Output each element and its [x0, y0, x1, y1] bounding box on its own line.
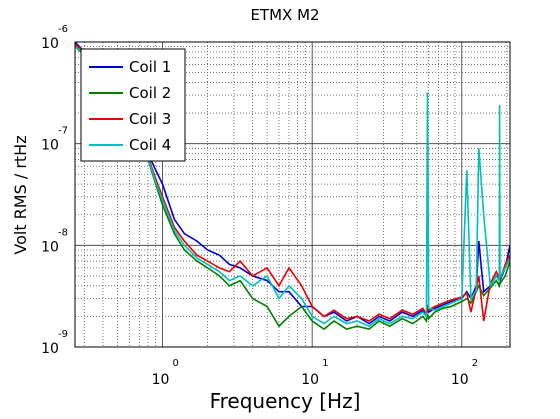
legend-label: Coil 1: [129, 58, 171, 76]
x-tick-label: 10: [451, 372, 469, 388]
y-tick-label: 10: [41, 239, 59, 255]
series-line: [75, 43, 510, 322]
y-tick-exponent: -7: [58, 126, 68, 137]
x-tick-exponent: 1: [322, 358, 328, 369]
y-tick-exponent: -8: [58, 227, 68, 238]
x-tick-exponent: 0: [173, 358, 179, 369]
x-tick-exponent: 2: [472, 358, 478, 369]
x-tick-label: 10: [301, 372, 319, 388]
plot-frame: [74, 41, 511, 348]
x-tick-label: 10: [152, 372, 170, 388]
y-tick-label: 10: [41, 138, 59, 154]
y-axis-label: Volt RMS / rtHz: [11, 135, 30, 254]
legend-label: Coil 2: [129, 84, 171, 102]
series-line: [75, 46, 510, 331]
y-tick-exponent: -9: [58, 329, 68, 340]
chart-title: ETMX M2: [250, 6, 319, 24]
lines: [75, 42, 510, 331]
y-tick-label: 10: [41, 341, 59, 357]
legend: Coil 1 Coil 2 Coil 3 Coil 4: [80, 48, 186, 162]
y-tick-exponent: -6: [58, 24, 68, 35]
y-tick-label: 10: [41, 36, 59, 52]
series-line: [75, 46, 510, 328]
x-axis-label: Frequency [Hz]: [210, 389, 361, 413]
legend-label: Coil 4: [129, 136, 171, 154]
legend-label: Coil 3: [129, 110, 171, 128]
